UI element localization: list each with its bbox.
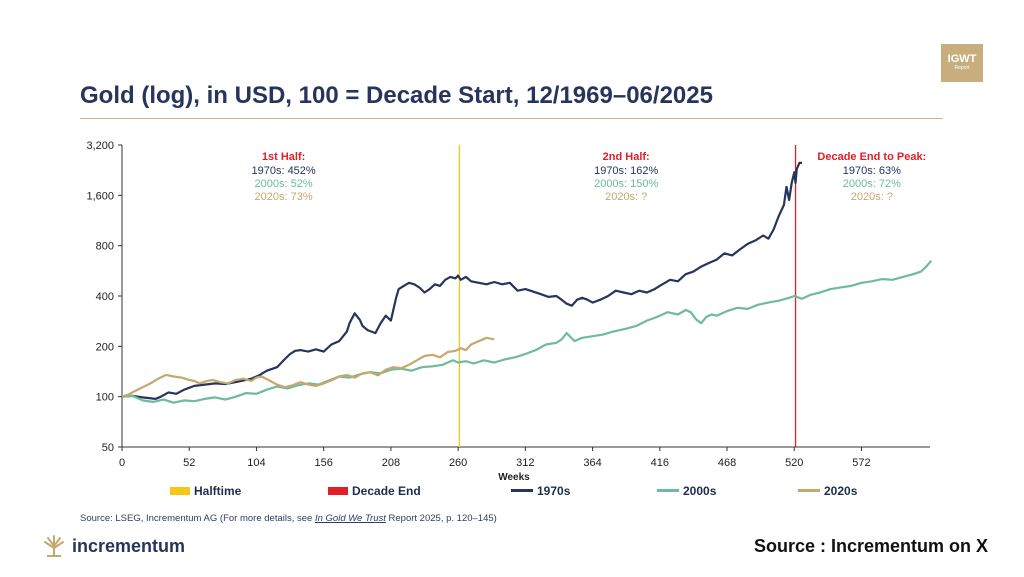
x-tick-label: 52 (183, 457, 195, 469)
legend-2000s-label: 2000s (683, 484, 717, 498)
legend-1970s-line (511, 489, 533, 492)
series-line-2000s (121, 259, 933, 404)
x-tick-label: 520 (785, 457, 803, 469)
y-tick-label: 50 (102, 442, 114, 454)
legend-decade-end: Decade End (328, 484, 421, 498)
legend-halftime: Halftime (170, 484, 241, 498)
legend-2000s: 2000s (657, 484, 716, 498)
series-line-2020s (121, 336, 495, 398)
x-tick-label: 572 (852, 457, 870, 469)
x-tick-label: 156 (314, 457, 332, 469)
annotation-line: 2000s: 150% (594, 178, 658, 190)
annotation-line: 2000s: 52% (255, 178, 313, 190)
legend-2020s-line (798, 489, 820, 492)
x-tick-label: 104 (247, 457, 265, 469)
x-tick-label: 260 (449, 457, 467, 469)
legend-decade-end-label: Decade End (352, 484, 421, 498)
x-tick-label: 364 (583, 457, 601, 469)
annotation-line: 2020s: 73% (255, 191, 313, 203)
source-suffix: Report 2025, p. 120–145) (385, 513, 497, 524)
igwt-badge: IGWT Report (941, 44, 983, 82)
y-tick-label: 200 (96, 341, 114, 353)
badge-line-2: Report (954, 65, 970, 71)
annotation-head: 1st Half: (262, 151, 305, 163)
x-axis-label: Weeks (498, 472, 530, 483)
y-tick-label: 1,600 (86, 190, 114, 202)
source-note: Source: LSEG, Incrementum AG (For more d… (80, 513, 497, 524)
chart-title: Gold (log), in USD, 100 = Decade Start, … (80, 82, 713, 109)
legend-1970s-label: 1970s (537, 484, 571, 498)
legend-2020s: 2020s (798, 484, 857, 498)
y-tick-label: 800 (96, 241, 114, 253)
x-tick-label: 0 (119, 457, 125, 469)
y-tick-label: 100 (96, 392, 114, 404)
x-tick-label: 312 (516, 457, 534, 469)
series-line-1970s (121, 161, 802, 400)
source-credit: Source : Incrementum on X (753, 536, 988, 556)
legend-decade-end-swatch (328, 487, 348, 495)
incrementum-logo-icon (44, 535, 64, 557)
annotation-line: 1970s: 162% (594, 165, 658, 177)
source-prefix: Source: LSEG, Incrementum AG (For more d… (80, 513, 315, 524)
annotation-line: 2000s: 72% (843, 178, 901, 190)
legend-2020s-label: 2020s (824, 484, 858, 498)
x-tick-label: 416 (651, 457, 669, 469)
legend-1970s: 1970s (511, 484, 570, 498)
annotation-line: 2020s: ? (851, 191, 893, 203)
annotation-head: Decade End to Peak: (817, 151, 926, 163)
y-tick-label: 400 (96, 291, 114, 303)
legend-2000s-line (657, 489, 679, 492)
x-tick-label: 208 (382, 457, 400, 469)
annotation-line: 1970s: 452% (251, 165, 315, 177)
y-tick-label: 3,200 (86, 140, 114, 152)
annotation-line: 1970s: 63% (843, 165, 901, 177)
annotation-line: 2020s: ? (605, 191, 647, 203)
legend-halftime-label: Halftime (194, 484, 242, 498)
legend-halftime-swatch (170, 487, 190, 495)
x-tick-label: 468 (718, 457, 736, 469)
brand-name: incrementum (72, 536, 186, 556)
badge-line-1: IGWT (947, 53, 977, 65)
source-link[interactable]: In Gold We Trust (314, 513, 386, 524)
annotation-head: 2nd Half: (603, 151, 650, 163)
title-rule (80, 118, 943, 119)
